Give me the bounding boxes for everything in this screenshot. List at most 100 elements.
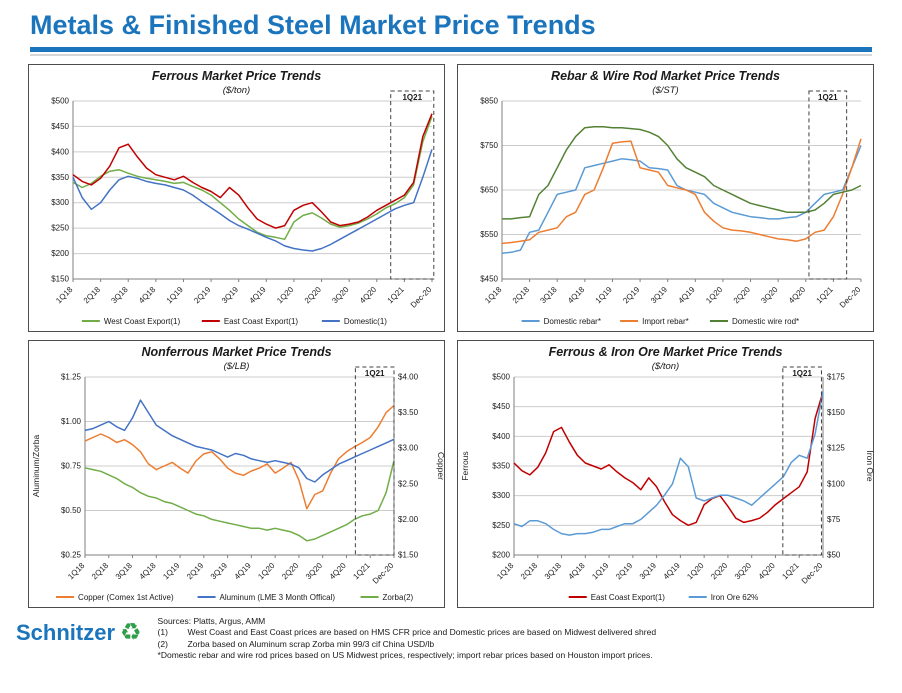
svg-text:1Q20: 1Q20 <box>275 285 296 306</box>
svg-text:1Q18: 1Q18 <box>483 285 504 306</box>
svg-text:$400: $400 <box>51 147 69 156</box>
svg-text:2Q19: 2Q19 <box>621 285 642 306</box>
svg-text:Aluminum (LME 3 Month Offical): Aluminum (LME 3 Month Offical) <box>220 593 336 602</box>
svg-text:3Q19: 3Q19 <box>209 561 230 582</box>
svg-text:$250: $250 <box>492 521 510 530</box>
svg-text:3Q19: 3Q19 <box>220 285 241 306</box>
svg-text:$3.50: $3.50 <box>398 408 419 417</box>
svg-text:4Q19: 4Q19 <box>677 285 698 306</box>
svg-text:West Coast Export(1): West Coast Export(1) <box>104 317 181 326</box>
page-title: Metals & Finished Steel Market Price Tre… <box>30 10 596 40</box>
svg-text:Ferrous: Ferrous <box>460 451 470 480</box>
svg-text:4Q20: 4Q20 <box>328 561 349 582</box>
svg-text:($/LB): ($/LB) <box>224 361 250 372</box>
svg-text:$2.50: $2.50 <box>398 479 419 488</box>
svg-text:$450: $450 <box>480 275 498 284</box>
svg-text:2Q19: 2Q19 <box>192 285 213 306</box>
svg-text:$4.00: $4.00 <box>398 373 419 382</box>
svg-text:$200: $200 <box>492 551 510 560</box>
svg-text:1Q19: 1Q19 <box>165 285 186 306</box>
svg-text:$300: $300 <box>51 198 69 207</box>
svg-text:1Q21: 1Q21 <box>386 285 407 306</box>
svg-text:$175: $175 <box>827 373 845 382</box>
svg-text:3Q20: 3Q20 <box>733 561 754 582</box>
title-underline-gray <box>30 54 872 56</box>
svg-text:$75: $75 <box>827 515 841 524</box>
svg-text:$1.50: $1.50 <box>398 551 419 560</box>
svg-text:1Q18: 1Q18 <box>495 561 516 582</box>
svg-text:3Q18: 3Q18 <box>543 561 564 582</box>
ferrous-iron-ore-chart: $500 $450 $400 $350 $300 $250 $200 $175 $150 $125… <box>460 345 873 602</box>
svg-text:4Q20: 4Q20 <box>757 561 778 582</box>
svg-text:$450: $450 <box>51 122 69 131</box>
svg-text:2Q19: 2Q19 <box>185 561 206 582</box>
svg-text:3Q18: 3Q18 <box>538 285 559 306</box>
charts-grid: $500 $450 $400 $350 $300 $250 $200 $150 1Q18 2Q18… <box>0 56 902 610</box>
svg-text:($/ton): ($/ton) <box>223 85 250 96</box>
title-underline-blue <box>30 47 872 52</box>
svg-text:2Q20: 2Q20 <box>280 561 301 582</box>
svg-text:4Q20: 4Q20 <box>787 285 808 306</box>
svg-text:Iron Ore 62%: Iron Ore 62% <box>711 593 759 602</box>
svg-text:Iron Ore: Iron Ore <box>865 450 873 481</box>
footnote-1: (1) West Coast and East Coast prices are … <box>157 627 657 638</box>
svg-text:$3.00: $3.00 <box>398 444 419 453</box>
svg-text:2Q18: 2Q18 <box>519 561 540 582</box>
svg-text:2Q18: 2Q18 <box>511 285 532 306</box>
svg-text:3Q20: 3Q20 <box>330 285 351 306</box>
svg-text:1Q21: 1Q21 <box>818 93 838 102</box>
svg-text:1Q21: 1Q21 <box>365 369 385 378</box>
svg-text:($/ST): ($/ST) <box>652 85 678 96</box>
nonferrous-chart-panel: $1.25 $1.00 $0.75 $0.50 $0.25 $4.00 $3.50 $3.00… <box>28 340 445 608</box>
slide-header: Metals & Finished Steel Market Price Tre… <box>0 0 902 56</box>
svg-text:4Q19: 4Q19 <box>233 561 254 582</box>
svg-text:4Q18: 4Q18 <box>567 561 588 582</box>
svg-text:2Q20: 2Q20 <box>709 561 730 582</box>
svg-text:1Q21: 1Q21 <box>402 93 422 102</box>
svg-text:$750: $750 <box>480 141 498 150</box>
svg-text:4Q18: 4Q18 <box>137 285 158 306</box>
svg-text:$650: $650 <box>480 186 498 195</box>
svg-text:$1.25: $1.25 <box>61 373 82 382</box>
svg-text:1Q19: 1Q19 <box>590 561 611 582</box>
svg-text:1Q18: 1Q18 <box>66 561 87 582</box>
svg-text:1Q19: 1Q19 <box>161 561 182 582</box>
svg-text:4Q18: 4Q18 <box>138 561 159 582</box>
svg-text:1Q20: 1Q20 <box>704 285 725 306</box>
svg-text:Copper (Comex 1st Active): Copper (Comex 1st Active) <box>78 593 174 602</box>
rebar-wire-rod-chart-panel: $850 $750 $650 $550 $450 1Q18 2Q18 3Q18 4Q18 1Q19… <box>457 64 874 332</box>
svg-text:Rebar & Wire Rod Market Price: Rebar & Wire Rod Market Price Trends <box>551 69 780 83</box>
footnotes: Sources: Platts, Argus, AMM (1) West Coas… <box>158 614 657 662</box>
svg-text:$100: $100 <box>827 479 845 488</box>
svg-text:$300: $300 <box>492 491 510 500</box>
ferrous-iron-ore-chart-panel: $500 $450 $400 $350 $300 $250 $200 $175 $150 $125… <box>457 340 874 608</box>
slide-footer: Schnitzer ♻ Sources: Platts, Argus, AMM … <box>0 610 902 662</box>
svg-text:Dec-20: Dec-20 <box>838 285 863 310</box>
svg-text:1Q20: 1Q20 <box>685 561 706 582</box>
svg-text:1Q21: 1Q21 <box>351 561 372 582</box>
svg-text:Aluminum/Zorba: Aluminum/Zorba <box>31 435 41 498</box>
footnote-2: (2) Zorba based on Aluminum scrap Zorba m… <box>157 638 435 649</box>
svg-text:$0.25: $0.25 <box>61 551 82 560</box>
svg-text:$0.75: $0.75 <box>61 462 82 471</box>
svg-text:$125: $125 <box>827 444 845 453</box>
svg-text:4Q18: 4Q18 <box>566 285 587 306</box>
svg-text:1Q18: 1Q18 <box>54 285 75 306</box>
svg-text:Nonferrous Market Price Trends: Nonferrous Market Price Trends <box>141 345 331 359</box>
footnote-asterisk: *Domestic rebar and wire rod prices base… <box>157 650 653 661</box>
svg-text:Domestic wire rod*: Domestic wire rod* <box>732 317 799 326</box>
svg-text:3Q20: 3Q20 <box>304 561 325 582</box>
svg-text:$350: $350 <box>492 462 510 471</box>
svg-text:1Q21: 1Q21 <box>792 369 812 378</box>
sources-line: Sources: Platts, Argus, AMM <box>157 616 266 626</box>
svg-text:Copper: Copper <box>436 452 444 480</box>
svg-text:$500: $500 <box>51 97 69 106</box>
svg-text:2Q19: 2Q19 <box>614 561 635 582</box>
svg-text:Ferrous & Iron Ore Market Pric: Ferrous & Iron Ore Market Price Trends <box>549 345 783 359</box>
svg-text:East Coast Export(1): East Coast Export(1) <box>591 593 666 602</box>
svg-text:$1.00: $1.00 <box>61 417 82 426</box>
svg-text:3Q18: 3Q18 <box>114 561 135 582</box>
svg-text:Domestic rebar*: Domestic rebar* <box>544 317 601 326</box>
